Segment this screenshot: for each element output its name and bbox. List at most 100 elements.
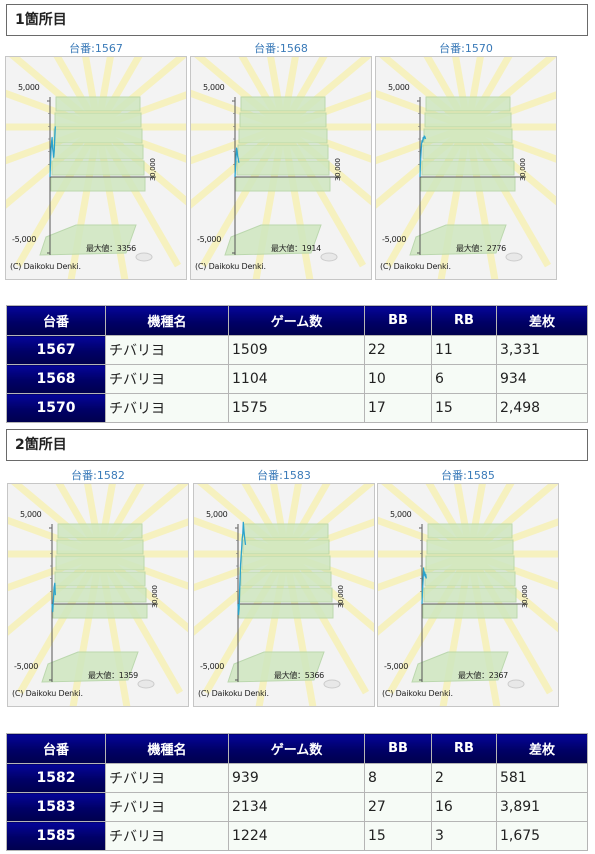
table-row: 1583 チバリヨ 2134 27 16 3,891 [6,792,588,822]
slump-line [51,582,56,613]
table-row: 1568 チバリヨ 1104 10 6 934 [6,364,588,394]
background-ray [280,124,371,206]
game-count: 1104 [228,364,365,394]
bb-count: 15 [364,821,432,851]
col-header-model: 機種名 [105,733,229,764]
section-title-1: 1箇所目 [6,4,588,36]
background-medal-box [425,555,515,571]
copyright-text: (C) Daikoku Denki. [195,262,266,271]
rb-count: 11 [431,335,497,365]
background-medal-box [54,112,142,128]
y-tick-pos: 5,000 [388,83,410,92]
background-medal-box [420,176,516,192]
max-value-label: 最大値：3356 [86,244,136,253]
copyright-text: (C) Daikoku Denki. [12,689,83,698]
background-medal-box [54,571,146,587]
x-tick-max: 30,000 [337,585,345,608]
decorative-background [376,57,556,279]
background-medal-tray [224,224,322,256]
x-tick-max: 30,000 [151,585,159,608]
background-medal-cup [505,252,523,262]
slump-line [237,521,247,616]
chart-caption: 台番:1582 [71,469,125,482]
diff-medals: 934 [496,364,588,394]
background-ray [194,551,289,636]
table-header-row: 台番 機種名 ゲーム数 BB RB 差枚 [6,305,588,336]
machine-number: 1570 [6,393,106,423]
y-tick-pos: 5,000 [390,510,412,519]
slump-line [49,126,56,178]
section-title-2: 2箇所目 [6,429,588,461]
bb-count: 27 [364,792,432,822]
background-medal-box [53,128,143,144]
chart-panel: 5,000 -5,000 30,000 最大値：3356 (C) Daikoku… [5,56,187,280]
decorative-background [8,484,188,706]
y-tick-pos: 5,000 [203,83,225,92]
chart-card-1568: 台番:1568 5,000 -5,000 30,000 最大値：1914 (C)… [190,42,372,280]
model-name: チバリヨ [105,763,229,793]
decorative-background [194,484,374,706]
background-medal-box [424,571,516,587]
slump-line [234,147,240,178]
background-medal-box [50,176,146,192]
chart-card-1585: 台番:1585 5,000 -5,000 30,000 最大値：2367 (C)… [377,469,559,707]
background-medal-box [52,603,148,619]
chart-panel: 5,000 -5,000 30,000 最大値：2367 (C) Daikoku… [377,483,559,707]
diff-medals: 1,675 [496,821,588,851]
model-name: チバリヨ [105,821,229,851]
chart-panel: 5,000 -5,000 30,000 最大値：1359 (C) Daikoku… [7,483,189,707]
x-tick-max: 30,000 [519,158,527,181]
max-value-label: 最大値：2776 [456,244,506,253]
game-count: 2134 [228,792,365,822]
background-ray [8,551,103,636]
col-header-games: ゲーム数 [228,305,365,336]
machine-number: 1568 [6,364,106,394]
y-tick-neg: -5,000 [384,662,408,671]
background-ray [376,124,471,209]
table-row: 1567 チバリヨ 1509 22 11 3,331 [6,335,588,365]
background-medal-box [236,160,330,176]
chart-caption: 台番:1570 [439,42,493,55]
y-tick-neg: -5,000 [14,662,38,671]
background-medal-box [56,539,144,555]
background-ray [378,551,473,636]
rb-count: 6 [431,364,497,394]
results-table-1: 台番 機種名 ゲーム数 BB RB 差枚 1567 チバリヨ 1509 22 1… [6,305,588,423]
diff-medals: 3,331 [496,335,588,365]
col-header-diff: 差枚 [496,305,588,336]
background-medal-box [237,144,329,160]
decorative-background [191,57,371,279]
background-medal-box [422,603,518,619]
rb-count: 3 [431,821,497,851]
copyright-text: (C) Daikoku Denki. [382,689,453,698]
max-value-label: 最大値：2367 [458,671,508,680]
background-ray [467,551,558,633]
model-name: チバリヨ [105,335,229,365]
copyright-text: (C) Daikoku Denki. [198,689,269,698]
background-medal-cup [507,679,525,689]
chart-panel: 5,000 -5,000 30,000 最大値：1914 (C) Daikoku… [190,56,372,280]
col-header-machine-no: 台番 [6,733,106,764]
background-medal-box [421,160,515,176]
background-medal-tray [41,651,139,683]
rb-count: 16 [431,792,497,822]
model-name: チバリヨ [105,792,229,822]
background-medal-box [55,96,141,112]
max-value-label: 最大値：1359 [88,671,138,680]
background-medal-box [243,523,329,539]
col-header-bb: BB [364,733,432,764]
background-medal-box [423,587,517,603]
y-tick-neg: -5,000 [12,235,36,244]
decorative-background [378,484,558,706]
rb-count: 15 [431,393,497,423]
col-header-games: ゲーム数 [228,733,365,764]
slump-graph [376,57,556,279]
table-row: 1570 チバリヨ 1575 17 15 2,498 [6,393,588,423]
background-medal-box [241,555,331,571]
background-medal-cup [323,679,341,689]
background-medal-box [423,128,513,144]
background-medal-tray [411,651,509,683]
background-medal-box [52,144,144,160]
background-medal-tray [409,224,507,256]
machine-number: 1582 [6,763,106,793]
